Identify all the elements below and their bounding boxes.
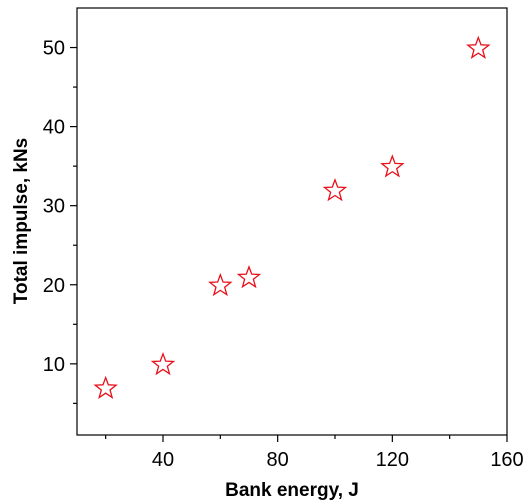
y-axis-label: Total impulse, kNs xyxy=(11,138,32,304)
y-tick-label: 30 xyxy=(43,196,65,218)
y-tick-label: 10 xyxy=(43,354,65,376)
plot-frame xyxy=(76,7,508,436)
x-tick-label: 80 xyxy=(267,449,289,471)
x-axis-ticks: 40 80 120 160 xyxy=(105,435,524,471)
y-tick-label: 50 xyxy=(43,38,65,60)
data-point-star xyxy=(236,264,262,289)
data-point-star xyxy=(93,375,118,399)
x-axis-label: Bank energy, J xyxy=(225,480,359,501)
x-tick-label: 160 xyxy=(490,449,523,471)
data-point-star xyxy=(208,272,233,297)
x-tick-label: 120 xyxy=(376,449,409,471)
data-point-star xyxy=(150,351,176,376)
x-tick-label: 40 xyxy=(152,449,174,471)
y-tick-label: 20 xyxy=(43,275,65,297)
y-tick-label: 40 xyxy=(43,117,65,139)
data-point-star xyxy=(322,178,348,202)
data-point-star xyxy=(466,35,491,59)
y-axis-ticks: 10 20 30 40 50 xyxy=(43,38,77,404)
data-points xyxy=(93,35,491,399)
data-point-star xyxy=(380,154,405,178)
